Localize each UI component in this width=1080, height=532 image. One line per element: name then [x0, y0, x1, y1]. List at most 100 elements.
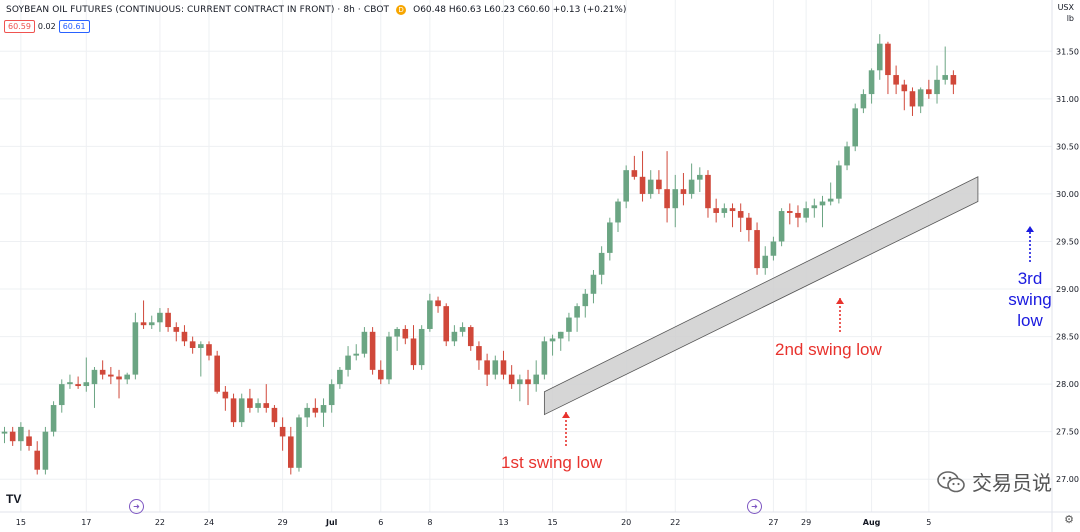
candle-body[interactable]	[549, 338, 556, 342]
candle-body[interactable]	[786, 211, 793, 213]
candle-body[interactable]	[942, 75, 948, 80]
candle-body[interactable]	[255, 403, 261, 408]
candle-body[interactable]	[762, 255, 769, 269]
candle-body[interactable]	[247, 398, 253, 408]
candle-body[interactable]	[778, 211, 785, 242]
candle-body[interactable]	[893, 75, 899, 85]
candle-body[interactable]	[680, 189, 687, 194]
candle-body[interactable]	[656, 179, 662, 190]
candle-body[interactable]	[754, 230, 760, 269]
candle-body[interactable]	[296, 417, 302, 468]
candle-body[interactable]	[484, 360, 490, 375]
candle-body[interactable]	[279, 426, 286, 437]
candle-body[interactable]	[647, 179, 654, 194]
candle-body[interactable]	[697, 174, 703, 180]
candle-body[interactable]	[860, 94, 867, 109]
candle-body[interactable]	[615, 201, 621, 223]
candle-body[interactable]	[566, 317, 572, 332]
candle-body[interactable]	[263, 403, 270, 408]
candle-body[interactable]	[132, 322, 139, 375]
candle-body[interactable]	[320, 405, 327, 413]
candle-body[interactable]	[165, 312, 171, 328]
candle-body[interactable]	[533, 374, 539, 385]
candle-body[interactable]	[50, 405, 57, 432]
candle-body[interactable]	[598, 252, 605, 275]
candle-body[interactable]	[386, 336, 392, 380]
candle-body[interactable]	[827, 198, 834, 202]
candle-body[interactable]	[467, 327, 474, 347]
candle-body[interactable]	[312, 407, 319, 413]
candle-body[interactable]	[623, 170, 629, 202]
candle-body[interactable]	[590, 274, 597, 294]
candle-body[interactable]	[639, 176, 646, 194]
candle-body[interactable]	[737, 211, 744, 218]
candle-body[interactable]	[124, 374, 130, 380]
candle-body[interactable]	[222, 391, 229, 399]
candle-body[interactable]	[917, 89, 924, 107]
candle-body[interactable]	[337, 369, 343, 385]
candle-body[interactable]	[91, 369, 98, 385]
candle-body[interactable]	[271, 407, 278, 423]
candle-body[interactable]	[206, 344, 212, 356]
bid-price[interactable]: 60.59	[4, 20, 35, 33]
candle-body[interactable]	[394, 328, 400, 337]
candle-body[interactable]	[852, 108, 859, 147]
delay-badge[interactable]: D	[396, 5, 407, 15]
candle-body[interactable]	[885, 43, 891, 76]
candle-body[interactable]	[418, 328, 425, 366]
candle-body[interactable]	[901, 84, 908, 92]
candle-body[interactable]	[909, 91, 916, 107]
candle-body[interactable]	[148, 322, 155, 326]
candle-body[interactable]	[557, 331, 564, 339]
candle-body[interactable]	[574, 306, 580, 318]
candle-body[interactable]	[157, 312, 163, 323]
candle-body[interactable]	[377, 369, 384, 380]
price-unit[interactable]: lb	[1066, 14, 1074, 23]
currency-unit[interactable]: USX	[1057, 3, 1074, 12]
candle-body[interactable]	[67, 382, 73, 385]
candle-body[interactable]	[42, 431, 49, 470]
candle-body[interactable]	[230, 398, 237, 423]
candle-body[interactable]	[361, 331, 368, 354]
jump-to-realtime-icon[interactable]: ➜	[129, 499, 144, 514]
candle-body[interactable]	[795, 212, 801, 218]
candle-body[interactable]	[926, 89, 932, 95]
candle-body[interactable]	[746, 217, 752, 231]
candle-body[interactable]	[18, 426, 24, 442]
candle-body[interactable]	[934, 79, 940, 95]
candle-body[interactable]	[582, 293, 589, 307]
candle-body[interactable]	[713, 208, 719, 213]
candle-body[interactable]	[476, 346, 482, 361]
ask-price[interactable]: 60.61	[58, 20, 90, 33]
candle-body[interactable]	[517, 379, 523, 385]
candle-body[interactable]	[631, 170, 638, 177]
candle-body[interactable]	[492, 360, 499, 375]
candle-body[interactable]	[950, 75, 957, 85]
candle-body[interactable]	[500, 360, 507, 375]
candle-body[interactable]	[99, 369, 106, 375]
candle-body[interactable]	[173, 327, 180, 332]
symbol-title[interactable]: SOYBEAN OIL FUTURES (CONTINUOUS: CURRENT…	[6, 5, 390, 15]
candle-body[interactable]	[402, 328, 409, 339]
candle-body[interactable]	[189, 341, 196, 348]
candle-body[interactable]	[729, 208, 736, 212]
candle-body[interactable]	[541, 341, 548, 375]
gear-icon[interactable]: ⚙	[1064, 514, 1074, 526]
candle-body[interactable]	[721, 208, 728, 213]
candle-body[interactable]	[34, 450, 41, 470]
candle-body[interactable]	[83, 382, 90, 387]
candle-body[interactable]	[868, 70, 875, 95]
candle-body[interactable]	[819, 201, 826, 206]
candle-body[interactable]	[345, 355, 351, 370]
candle-body[interactable]	[705, 174, 711, 209]
candle-body[interactable]	[369, 331, 376, 370]
candle-body[interactable]	[198, 344, 204, 348]
candle-body[interactable]	[811, 205, 818, 209]
candle-body[interactable]	[304, 407, 310, 418]
candle-body[interactable]	[26, 436, 32, 446]
candle-body[interactable]	[688, 179, 695, 194]
candle-body[interactable]	[1, 431, 8, 434]
candle-body[interactable]	[353, 353, 360, 356]
candle-body[interactable]	[328, 384, 335, 406]
